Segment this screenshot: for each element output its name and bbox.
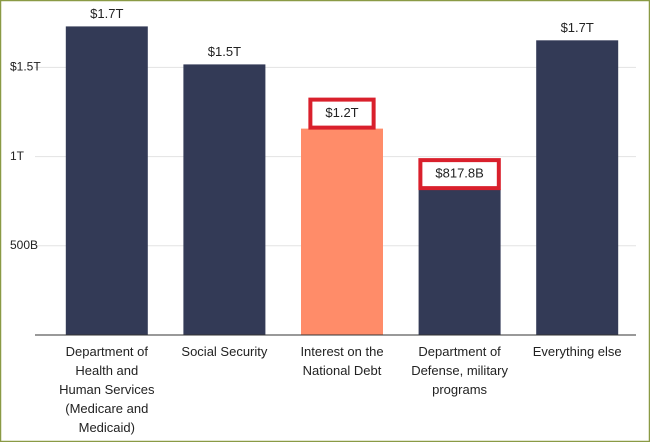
value-label: $1.7T [561,20,594,35]
bar [418,189,501,335]
x-tick-label-line: National Debt [303,363,382,378]
x-tick-label-line: (Medicare and [65,401,148,416]
x-tick-label: Social Security [181,344,267,359]
y-tick-label: 500B [10,238,38,252]
bar [536,40,619,336]
x-tick-label-line: Department of [66,344,149,359]
x-tick-label-line: Department of [418,344,501,359]
x-tick-label-line: Interest on the [300,344,383,359]
value-label: $1.7T [90,6,123,21]
bar [65,26,148,336]
x-tick-label-line: Defense, military [411,363,508,378]
highlight-box [418,158,501,191]
bar [183,64,266,336]
x-tick-label-line: programs [432,382,487,397]
value-label: $1.5T [208,44,241,59]
x-tick-label: Department of Defense, military programs [411,344,508,397]
y-tick-label: $1.5T [10,60,41,74]
x-tick-label-line: Medicaid) [79,420,135,435]
y-tick-label: 1T [10,149,25,163]
x-tick-label: Everything else [533,344,622,359]
x-tick-label: Department of Health and Human Services (Me… [59,344,155,435]
value-label: $1.2T [325,105,358,120]
highlight-box [308,97,376,130]
x-tick-label-line: Everything else [533,344,622,359]
x-tick-label-line: Social Security [181,344,267,359]
value-label: $817.8B [435,166,483,181]
x-tick-label-line: Human Services [59,382,155,397]
x-tick-label-line: Health and [75,363,138,378]
bar [301,128,383,335]
x-tick-label: Interest on the National Debt [300,344,383,378]
